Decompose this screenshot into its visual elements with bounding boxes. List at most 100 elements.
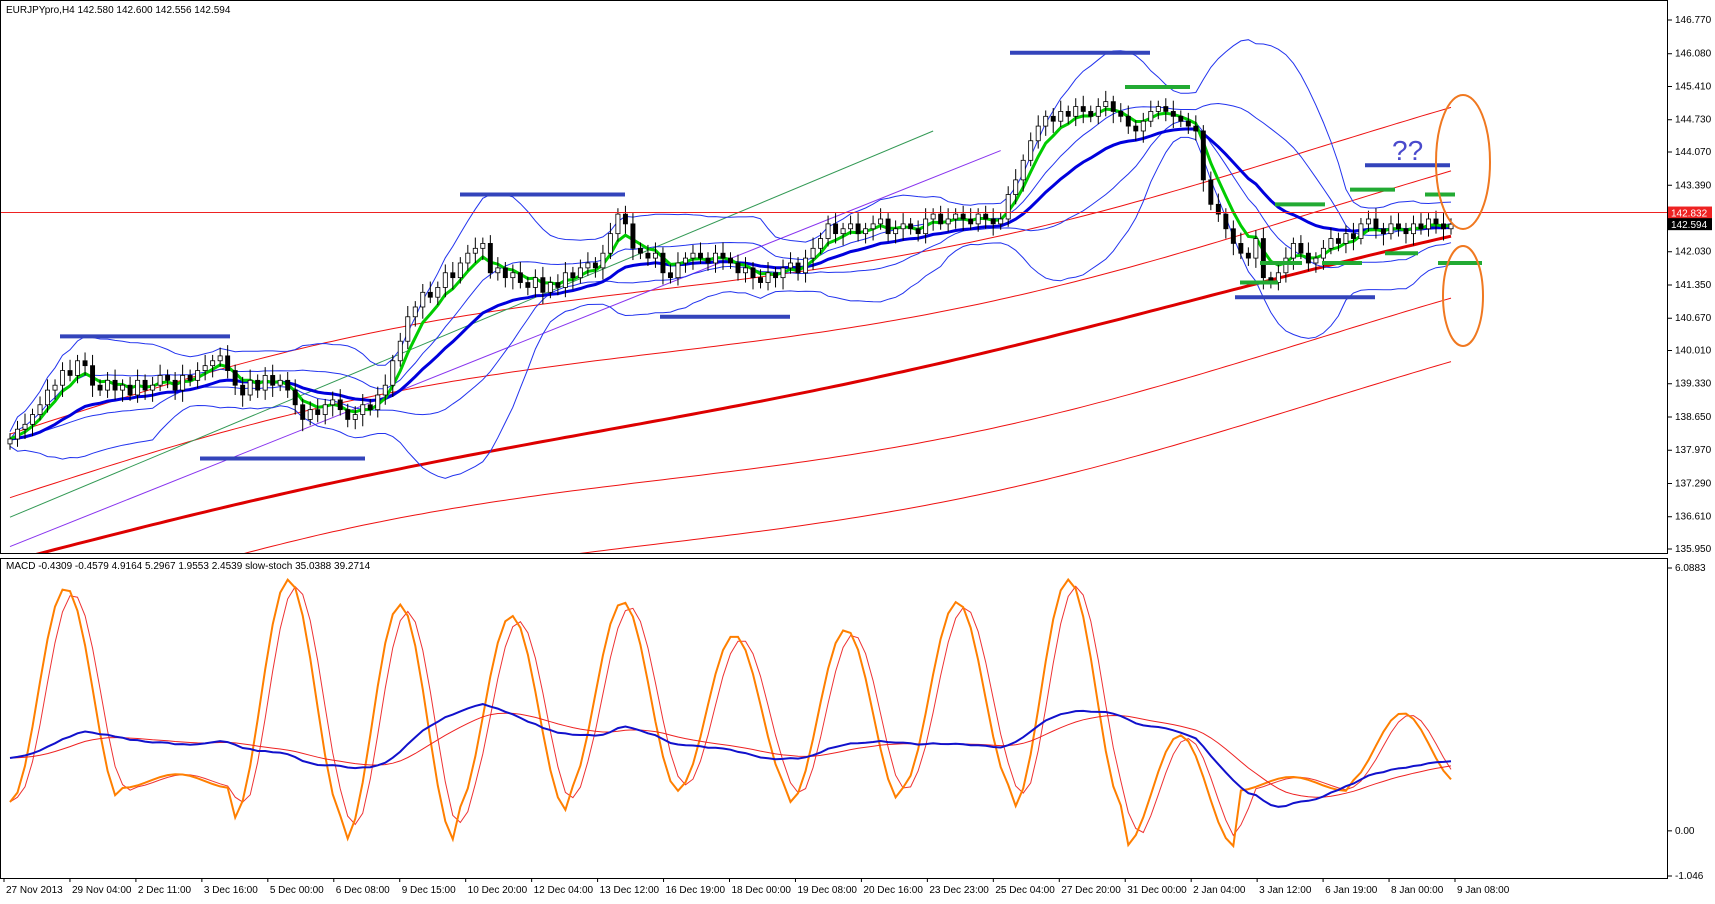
candle-body	[1155, 106, 1161, 112]
candle-body	[1298, 243, 1304, 254]
candle	[1313, 252, 1319, 273]
time-axis-label: 27 Dec 20:00	[1061, 885, 1121, 896]
candle-body	[1215, 203, 1221, 215]
candle-body	[352, 414, 358, 420]
candle-body	[1313, 257, 1319, 264]
candle	[517, 262, 523, 289]
candle	[1103, 90, 1109, 117]
candle	[1373, 208, 1379, 239]
candle-body	[795, 262, 801, 274]
candle	[240, 376, 246, 407]
candle	[1350, 222, 1356, 251]
candle-body	[945, 218, 951, 225]
candle-body	[1125, 115, 1131, 127]
candle	[412, 301, 418, 327]
candle-body	[1208, 179, 1214, 205]
candle-body	[1163, 106, 1169, 112]
candle	[465, 244, 471, 271]
candle-body	[465, 252, 471, 264]
candle	[1245, 247, 1251, 266]
candle	[998, 213, 1004, 230]
candle-body	[285, 379, 291, 391]
candle	[1328, 227, 1334, 255]
candle-body	[30, 414, 35, 425]
candle	[367, 398, 373, 416]
candle	[495, 257, 501, 281]
candle-body	[1133, 125, 1139, 132]
candle-body	[300, 404, 306, 420]
candle	[1148, 100, 1154, 128]
candle-body	[818, 238, 824, 249]
candle-body	[1245, 252, 1251, 259]
candle-body	[1388, 223, 1394, 235]
candle-body	[240, 384, 246, 396]
candle	[247, 369, 253, 401]
candle	[743, 257, 748, 283]
candle	[803, 249, 809, 283]
candle	[585, 252, 591, 276]
candle	[1365, 210, 1371, 232]
candle	[1163, 98, 1169, 122]
candle	[262, 367, 268, 400]
candle	[97, 379, 103, 396]
candle	[908, 218, 914, 235]
candle-body	[157, 375, 163, 386]
candle-body	[1223, 213, 1229, 230]
candle-body	[983, 213, 989, 220]
candle-body	[1110, 101, 1116, 112]
candle-body	[525, 282, 531, 288]
candle	[217, 347, 223, 367]
candle	[172, 372, 178, 400]
candle-body	[112, 379, 118, 391]
candle	[1080, 95, 1086, 124]
candle-body	[1290, 243, 1296, 259]
candle	[292, 379, 298, 415]
candle-body	[330, 399, 336, 406]
candle-body	[1148, 111, 1154, 122]
candle	[1020, 154, 1026, 192]
time-axis-label: 13 Dec 12:00	[600, 885, 660, 896]
candle-body	[1088, 111, 1094, 117]
time-axis-label: 2 Jan 04:00	[1193, 885, 1246, 896]
candle-body	[1260, 238, 1266, 279]
price-axis-label: 135.950	[1675, 544, 1712, 555]
candle-body	[510, 272, 516, 279]
candle-body	[848, 223, 854, 230]
candle	[195, 362, 201, 389]
time-axis-label: 20 Dec 16:00	[863, 885, 923, 896]
candle	[698, 242, 703, 264]
candle	[210, 354, 216, 378]
candle-body	[1185, 120, 1191, 127]
candle-body	[1328, 238, 1334, 249]
candle	[22, 413, 28, 439]
candle-body	[705, 257, 711, 264]
price-axis-label: 139.330	[1675, 379, 1712, 390]
candle	[352, 406, 358, 430]
candle-body	[675, 262, 681, 279]
candle-body	[495, 267, 501, 274]
candle	[502, 262, 508, 288]
candle	[450, 262, 456, 290]
candle-body	[893, 228, 899, 235]
candle-body	[930, 213, 936, 220]
candle	[120, 379, 126, 402]
candle	[1110, 95, 1116, 124]
candle-body	[990, 218, 996, 225]
candle	[112, 369, 118, 400]
candle	[660, 247, 666, 285]
candle-body	[600, 252, 606, 269]
candle-body	[570, 272, 576, 279]
candle-body	[953, 213, 959, 220]
time-axis-label: 29 Nov 04:00	[72, 885, 132, 896]
price-axis-label: 144.070	[1675, 147, 1712, 158]
candle	[1088, 105, 1094, 123]
candle-body	[870, 223, 876, 230]
candle-body	[412, 306, 418, 318]
candle-body	[855, 223, 861, 235]
candle-body	[90, 365, 96, 386]
candle-body	[142, 379, 148, 391]
candle-body	[67, 370, 73, 376]
candle-body	[292, 389, 298, 406]
candle-body	[450, 272, 456, 279]
